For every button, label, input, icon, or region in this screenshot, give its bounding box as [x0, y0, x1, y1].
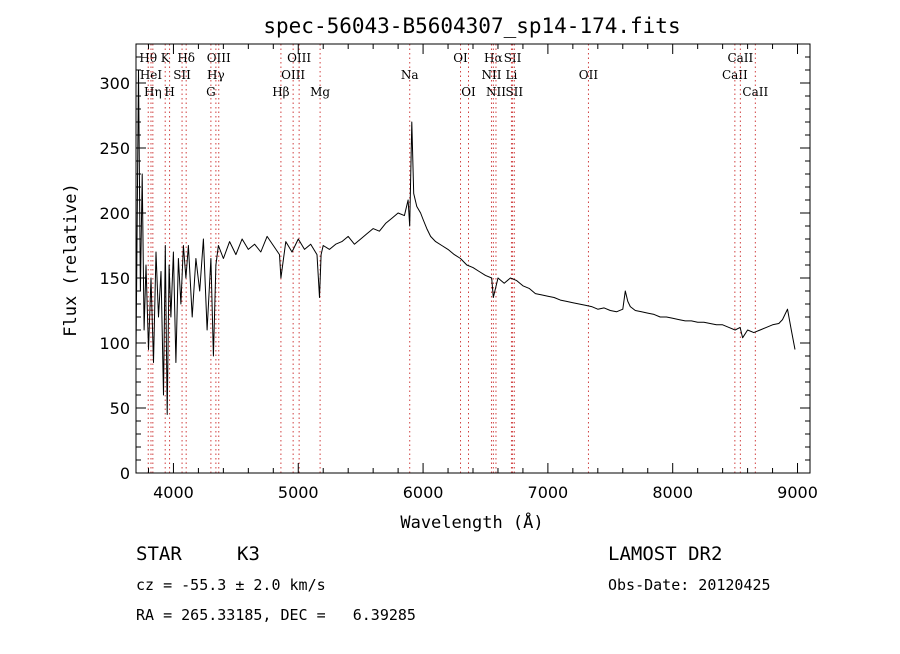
line-marker-label: OIII [207, 51, 231, 65]
line-marker-label: Mg [310, 85, 330, 99]
line-marker-label: Hδ [177, 51, 195, 65]
plot-frame [135, 43, 811, 474]
survey-name: LAMOST DR2 [608, 543, 723, 565]
line-marker-label: Hβ [272, 85, 289, 99]
line-marker-label: G [206, 85, 216, 99]
line-marker-label: Hη [144, 85, 162, 99]
object-subclass: K3 [237, 543, 260, 565]
x-tick-label: 4000 [153, 483, 194, 502]
spectrum-series-line [135, 69, 796, 415]
x-tick-label: 6000 [403, 483, 444, 502]
line-marker-label: Hγ [207, 68, 225, 82]
line-marker-label: OI [453, 51, 468, 65]
line-marker-label: CaII [742, 85, 768, 99]
line-marker-label: CaII [722, 68, 748, 82]
y-tick-label: 150 [99, 269, 130, 288]
line-marker-label: H [164, 85, 174, 99]
x-tick-label: 5000 [278, 483, 319, 502]
series-layer [135, 69, 796, 415]
y-tick-label: 0 [120, 464, 130, 483]
line-marker-label: OI [461, 85, 476, 99]
y-axis-label: Flux (relative) [61, 183, 81, 337]
y-tick-label: 50 [110, 399, 130, 418]
line-marker-label: OIII [287, 51, 311, 65]
sky-coordinates: RA = 265.33185, DEC = 6.39285 [136, 606, 416, 624]
y-tick-label: 100 [99, 334, 130, 353]
line-marker-label: CaII [727, 51, 753, 65]
line-marker-label: NII [481, 68, 501, 82]
y-tick-label: 200 [99, 204, 130, 223]
line-marker-label: SII [504, 51, 522, 65]
line-marker-label: OIII [281, 68, 305, 82]
redshift-velocity: cz = -55.3 ± 2.0 km/s [136, 576, 326, 594]
x-axis-label: Wavelength (Å) [400, 511, 543, 533]
line-marker-label: K [161, 51, 171, 65]
line-marker-label: SII [173, 68, 191, 82]
line-marker-label: OII [579, 68, 599, 82]
y-tick-label: 300 [99, 74, 130, 93]
y-tick-label: 250 [99, 139, 130, 158]
x-tick-label: 9000 [777, 483, 818, 502]
line-marker-label: NII [486, 85, 506, 99]
axes-layer: 4000 5000 6000 7000 8000 9000 0 50 100 150 200 250 3… [99, 43, 818, 502]
line-marker-label: Na [401, 68, 419, 82]
line-marker-label: SII [505, 85, 523, 99]
line-marker-label: Li [506, 68, 518, 82]
line-marker-label: Hθ [139, 51, 157, 65]
line-marker-label: Hα [484, 51, 503, 65]
x-tick-label: 8000 [652, 483, 693, 502]
chart-title: spec-56043-B5604307_sp14-174.fits [263, 14, 680, 38]
observation-date: Obs-Date: 20120425 [608, 576, 771, 594]
object-class: STAR [136, 543, 182, 565]
line-marker-label: HeI [140, 68, 163, 82]
x-tick-label: 7000 [528, 483, 569, 502]
